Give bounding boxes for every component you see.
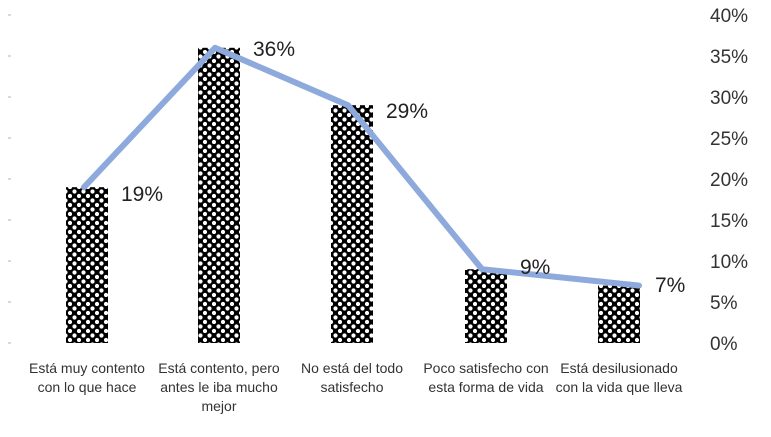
y-tick-label: 5%	[710, 293, 738, 314]
bar	[465, 269, 507, 343]
trend-line-path	[81, 44, 642, 289]
y-tick-label: 30%	[710, 88, 748, 109]
y-tick-label: 40%	[710, 6, 748, 27]
x-category-label: No está del todo satisfecho	[301, 360, 403, 395]
bar	[598, 285, 640, 343]
x-category-label: Está desilusionado con la vida que lleva	[555, 360, 683, 395]
y-tick-label: 35%	[710, 47, 748, 68]
data-label: 29%	[386, 100, 428, 123]
x-category-label: Poco satisfecho con esta forma de vida	[423, 360, 549, 395]
bar	[198, 47, 240, 344]
data-label: 9%	[520, 256, 550, 279]
trend-line	[81, 44, 642, 289]
bar	[66, 187, 108, 343]
data-labels: 19% 36% 29% 9% 7%	[121, 38, 685, 297]
left-axis-ticks	[8, 14, 11, 344]
y-tick-label: 10%	[710, 252, 748, 273]
bars	[66, 47, 640, 344]
x-category-label: Está contento, pero antes le iba mucho m…	[158, 360, 280, 414]
y-tick-label: 20%	[710, 170, 748, 191]
data-label: 19%	[121, 183, 163, 206]
y-axis: 0% 5% 10% 15% 20% 25% 30% 35% 40%	[710, 6, 748, 355]
data-label: 36%	[253, 38, 295, 61]
x-category-label: Está muy contento con lo que hace	[29, 360, 145, 395]
y-tick-label: 25%	[710, 129, 748, 150]
y-tick-label: 0%	[710, 334, 738, 355]
y-tick-label: 15%	[710, 211, 748, 232]
bar	[331, 105, 373, 343]
data-label: 7%	[655, 274, 685, 297]
